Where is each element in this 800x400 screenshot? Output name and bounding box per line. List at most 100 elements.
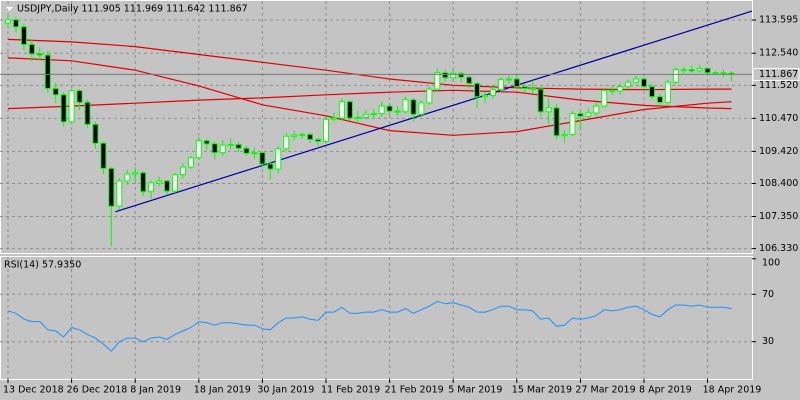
candle-body	[664, 81, 671, 103]
candle-body	[656, 96, 663, 103]
candle-body	[434, 72, 441, 90]
candle-body	[354, 116, 361, 119]
candle-body	[28, 43, 35, 55]
rsi-title: RSI(14) 57.9350	[4, 260, 81, 271]
candle-body	[12, 19, 19, 28]
candle-body	[474, 82, 481, 98]
y-tick-label: 108.400	[759, 178, 798, 189]
candle-body	[505, 78, 512, 81]
candle-body	[402, 99, 409, 113]
y-tick-label: 113.595	[759, 15, 798, 26]
y-tick-label: 111.520	[759, 80, 798, 91]
candle-body	[243, 147, 250, 154]
candle-body	[148, 182, 155, 193]
candle-body	[267, 163, 274, 170]
candle-body	[633, 78, 640, 83]
x-tick-label: 8 Jan 2019	[130, 385, 181, 396]
candle-body	[545, 107, 552, 113]
candle-body	[466, 76, 473, 84]
x-tick-label: 11 Feb 2019	[321, 385, 380, 396]
rsi-tick-label: 70	[762, 289, 774, 300]
moving-average	[7, 57, 732, 136]
candle-body	[362, 113, 369, 118]
candle-body	[561, 133, 568, 137]
candle-body	[497, 79, 504, 91]
candle-body	[140, 172, 147, 193]
y-tick-label: 106.330	[759, 243, 798, 254]
candle-body	[617, 86, 624, 92]
candle-body	[84, 101, 91, 125]
candle-body	[323, 118, 329, 142]
candle-body	[187, 157, 194, 168]
candle-body	[179, 166, 186, 176]
x-tick-label: 5 Mar 2019	[448, 385, 502, 396]
candle-body	[696, 67, 703, 72]
candle-body	[680, 69, 687, 72]
candle-body	[20, 26, 27, 45]
x-tick-label: 15 Mar 2019	[512, 385, 572, 396]
candle-body	[482, 94, 488, 98]
candle-body	[171, 174, 178, 192]
candle-body	[92, 123, 99, 144]
candle-body	[370, 113, 377, 116]
candle-body	[60, 94, 67, 123]
y-tick-label: 112.540	[759, 48, 798, 59]
trendline	[115, 10, 753, 213]
grid-layer	[0, 1, 752, 379]
rsi-panel	[0, 256, 753, 380]
candle-body	[100, 142, 107, 169]
rsi-tick-label: 100	[762, 258, 780, 269]
mark-layer	[0, 10, 753, 352]
candle-body	[569, 113, 576, 135]
candle-body	[442, 72, 449, 79]
candle-body	[410, 99, 417, 115]
candle-body	[156, 180, 163, 184]
rsi-tick-label: 30	[762, 336, 774, 347]
candle-body	[283, 135, 290, 150]
moving-average	[7, 38, 732, 91]
menu-arrow	[6, 7, 13, 11]
price-label: 111.867	[759, 69, 798, 80]
candle-body	[450, 72, 457, 79]
candle-body	[458, 72, 465, 78]
candle-body	[426, 88, 433, 104]
candle-body	[36, 53, 43, 56]
candle-body	[720, 72, 727, 75]
candle-body	[68, 90, 75, 123]
candle-body	[5, 19, 11, 24]
candle-body	[44, 54, 51, 89]
candle-body	[601, 89, 608, 107]
x-tick-label: 8 Apr 2019	[639, 385, 692, 396]
candle-body	[108, 167, 115, 207]
candle-body	[307, 133, 314, 140]
candle-body	[330, 117, 337, 120]
candle-body	[593, 105, 600, 114]
candle-body	[259, 152, 266, 165]
candle-body	[116, 180, 123, 207]
candle-body	[346, 101, 353, 119]
candle-body	[299, 133, 306, 136]
x-tick-label: 13 Dec 2018	[3, 385, 64, 396]
x-tick-label: 27 Mar 2019	[575, 385, 635, 396]
price-label-box	[752, 67, 800, 81]
candle-body	[394, 110, 401, 113]
moving-average	[7, 89, 732, 110]
candle-body	[164, 180, 170, 192]
x-tick-label: 26 Dec 2018	[67, 385, 128, 396]
candle-body	[418, 102, 425, 115]
candle-body	[211, 143, 218, 154]
candle-body	[553, 107, 560, 137]
y-tick-label: 109.420	[759, 146, 798, 157]
candle-body	[704, 67, 711, 74]
candle-body	[52, 87, 59, 96]
candle-body	[672, 69, 679, 83]
candle-body	[195, 140, 202, 159]
x-tick-label: 30 Jan 2019	[257, 385, 314, 396]
candle-body	[291, 134, 298, 137]
candle-body	[315, 138, 322, 142]
candle-body	[124, 173, 131, 182]
candle-body	[625, 81, 632, 88]
candle-body	[648, 86, 655, 98]
candle-body	[76, 90, 83, 103]
x-tick-label: 18 Apr 2019	[703, 385, 762, 396]
